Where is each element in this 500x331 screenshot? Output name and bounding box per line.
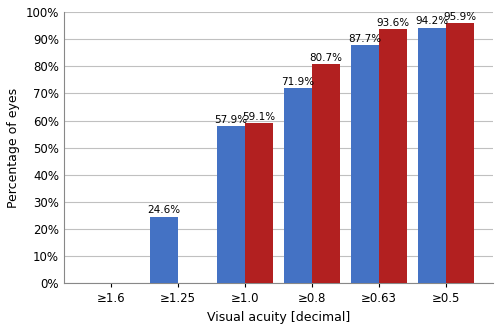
Text: 80.7%: 80.7% [310,53,342,63]
Bar [216,126,245,283]
Text: 24.6%: 24.6% [147,205,180,215]
Text: 95.9%: 95.9% [444,12,476,22]
Bar [150,217,178,283]
Text: 87.7%: 87.7% [348,34,382,44]
Text: 57.9%: 57.9% [214,115,248,125]
Text: 93.6%: 93.6% [376,18,410,28]
Bar [379,29,407,283]
Bar [284,88,312,283]
Bar [418,28,446,283]
Bar [351,45,379,283]
Bar [312,64,340,283]
Text: 59.1%: 59.1% [242,112,276,121]
Text: 94.2%: 94.2% [416,16,448,26]
Bar [245,123,273,283]
Text: 71.9%: 71.9% [282,77,314,87]
Bar [446,23,474,283]
Y-axis label: Percentage of eyes: Percentage of eyes [7,88,20,208]
X-axis label: Visual acuity [decimal]: Visual acuity [decimal] [207,311,350,324]
